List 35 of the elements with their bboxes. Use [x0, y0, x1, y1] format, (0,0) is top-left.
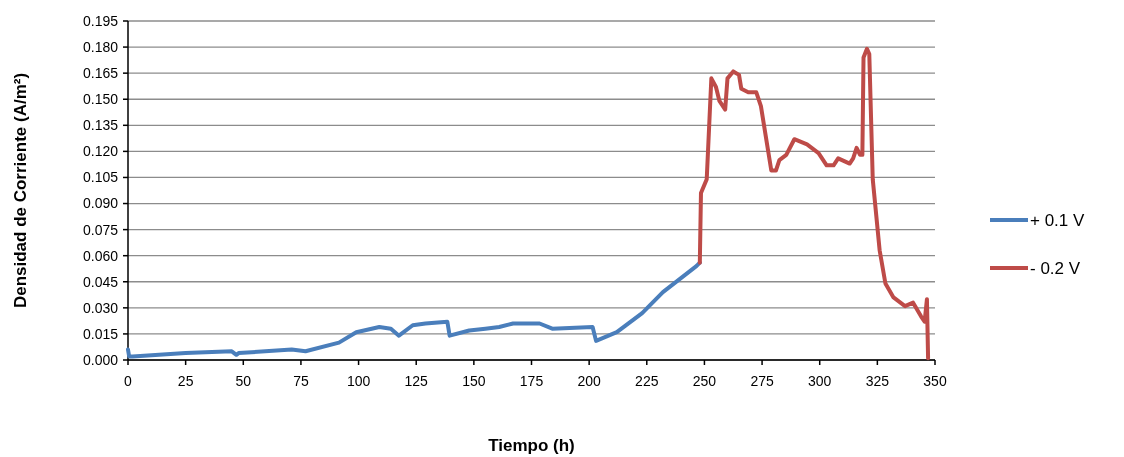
y-tick-label: 0.135	[82, 117, 119, 134]
x-tick-label: 25	[177, 373, 194, 389]
x-tick-label: 150	[462, 373, 486, 389]
y-tick-label: 0.090	[82, 195, 119, 212]
x-tick-label: 225	[635, 373, 659, 389]
x-tick-label: 125	[404, 373, 429, 389]
y-axis-title: Densidad de Corriente (A/m²)	[11, 72, 30, 309]
legend-label: - 0.2 V	[1030, 258, 1081, 278]
x-axis-title: Tiempo (h)	[488, 436, 575, 455]
y-tick-label: 0.180	[82, 38, 119, 55]
y-tick-label: 0.165	[82, 65, 119, 82]
x-tick-label: 100	[346, 373, 371, 389]
x-tick-label: 300	[808, 373, 832, 389]
x-tick-label: 0	[124, 373, 133, 389]
y-tick-label: 0.150	[82, 91, 119, 108]
y-tick-label: 0.075	[82, 221, 119, 238]
y-tick-label: 0.000	[82, 351, 119, 368]
x-tick-label: 325	[865, 373, 890, 389]
y-tick-label: 0.015	[82, 325, 119, 342]
x-tick-label: 50	[235, 373, 252, 389]
x-tick-label: 200	[577, 373, 602, 389]
y-tick-label: 0.120	[82, 143, 119, 160]
y-tick-label: 0.030	[82, 299, 119, 316]
y-tick-label: 0.105	[82, 169, 119, 186]
y-tick-label: 0.045	[82, 273, 119, 290]
line-series	[697, 46, 931, 361]
line-series	[126, 260, 702, 359]
legend-label: + 0.1 V	[1030, 210, 1086, 230]
x-tick-label: 250	[692, 373, 717, 389]
x-tick-label: 175	[519, 373, 544, 389]
x-tick-label: 350	[923, 373, 947, 389]
y-tick-label: 0.060	[82, 247, 119, 264]
y-tick-label: 0.195	[82, 12, 119, 29]
x-tick-label: 275	[750, 373, 774, 389]
x-tick-label: 75	[293, 373, 309, 389]
